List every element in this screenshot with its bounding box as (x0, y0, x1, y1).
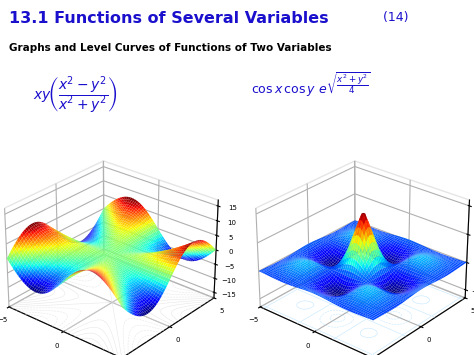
Text: (14): (14) (379, 11, 409, 24)
Text: 13.1 Functions of Several Variables: 13.1 Functions of Several Variables (9, 11, 329, 26)
Text: Graphs and Level Curves of Functions of Two Variables: Graphs and Level Curves of Functions of … (9, 43, 332, 53)
Text: $xy\!\left(\dfrac{x^2 - y^2}{x^2 + y^2}\right)$: $xy\!\left(\dfrac{x^2 - y^2}{x^2 + y^2}\… (33, 75, 118, 116)
Text: $\cos x\,\cos y\ e^{\sqrt{\dfrac{x^2+y^2}{4}}}$: $\cos x\,\cos y\ e^{\sqrt{\dfrac{x^2+y^2… (251, 71, 371, 99)
